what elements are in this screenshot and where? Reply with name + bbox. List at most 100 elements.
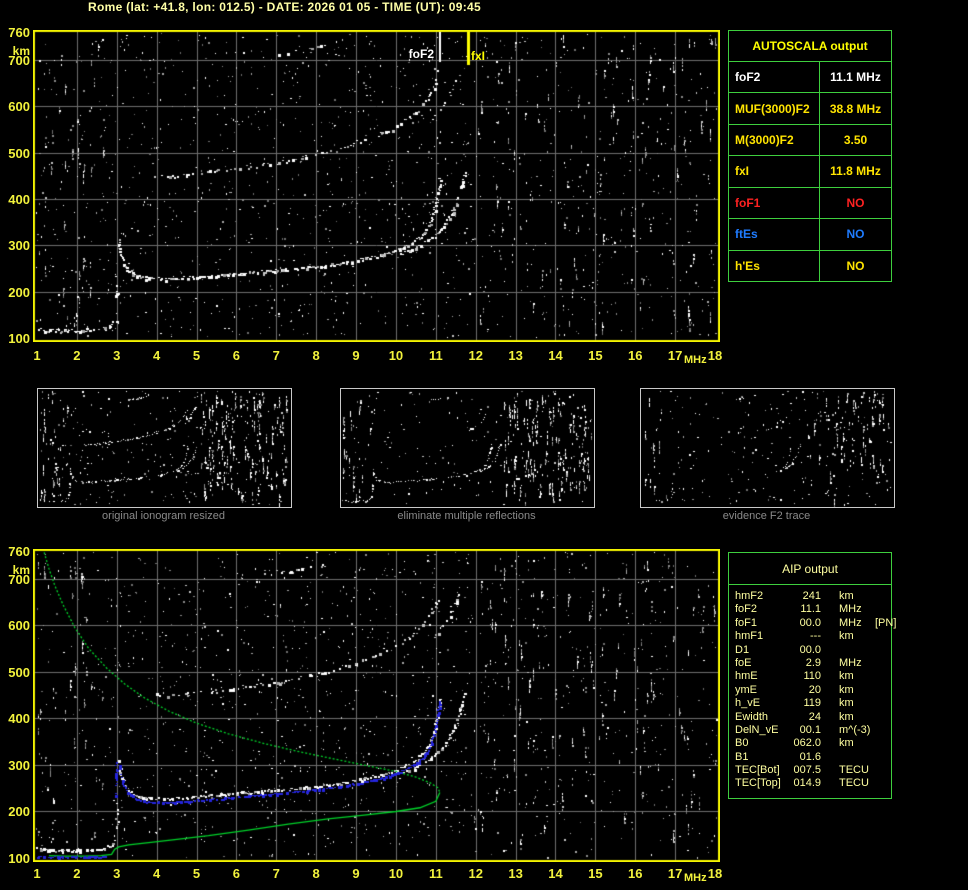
aip-label: hmF1: [735, 630, 764, 643]
row-value: NO: [846, 258, 865, 273]
page-title: Rome (lat: +41.8, lon: 012.5) - DATE: 20…: [88, 0, 481, 14]
x-tick-label: 12: [468, 348, 483, 363]
x-tick-label: 1: [33, 866, 41, 881]
row-label: foF1: [729, 187, 820, 219]
y-tick-label: 100: [8, 851, 30, 866]
table-row: ftEs NO: [729, 219, 891, 251]
x-tick-label: 14: [548, 348, 563, 363]
x-tick-label: 9: [352, 348, 360, 363]
bottom-ionogram-canvas: [33, 549, 720, 862]
y-tick-label: 700: [8, 52, 30, 68]
aip-unit: TECU: [839, 777, 869, 790]
aip-label: foF1: [735, 616, 758, 629]
row-value: NO: [846, 195, 865, 210]
top-ionogram-plot: [33, 30, 720, 342]
aip-label: Ewidth: [735, 710, 769, 723]
y-tick-label: 600: [8, 99, 30, 115]
row-label: MUF(3000)F2: [729, 93, 820, 124]
aip-extra: [PN]: [875, 616, 897, 629]
x-tick-label: 16: [628, 866, 643, 881]
row-label: M(3000)F2: [729, 124, 820, 156]
fxi-marker-label: fxI: [471, 49, 486, 63]
aip-label: foE: [735, 656, 752, 669]
y-tick-label: 400: [8, 191, 30, 207]
aip-unit: MHz: [839, 656, 862, 669]
x-tick-label: 6: [232, 866, 241, 881]
aip-value: 00.1: [799, 723, 821, 736]
aip-unit: km: [839, 697, 854, 710]
aip-label: TEC[Bot]: [735, 764, 780, 777]
aip-row: foE 2.9 MHz: [735, 657, 891, 670]
y-tick-label: 500: [8, 664, 30, 680]
aip-label: B0: [735, 737, 749, 750]
aip-value: 2.9: [805, 656, 821, 669]
aip-unit: km: [839, 683, 854, 696]
x-tick-label: 10: [388, 866, 404, 881]
y-tick-label: 400: [8, 711, 30, 727]
x-tick-label: 13: [508, 866, 523, 881]
x-tick-label: 3: [113, 348, 121, 363]
y-tick-label: 600: [8, 618, 30, 634]
x-tick-label: 15: [588, 348, 603, 363]
aip-value: 110: [803, 670, 821, 683]
row-label: foF2: [729, 62, 820, 93]
aip-row: TEC[Bot] 007.5 TECU: [735, 764, 891, 777]
x-tick-label: 5: [192, 348, 201, 363]
aip-value: 007.5: [793, 764, 821, 777]
row-value: 11.1 MHz: [830, 70, 881, 85]
aip-row: h_vE 119 km: [735, 697, 891, 710]
aip-label: hmE: [735, 670, 758, 683]
aip-row: ymE 20 km: [735, 684, 891, 697]
autoscala-output-table: AUTOSCALA output foF2 11.1 MHz MUF(3000)F2 3…: [728, 30, 892, 282]
aip-label: DelN_vE: [735, 723, 779, 736]
x-tick-label: 11: [428, 866, 443, 881]
aip-unit: MHz: [839, 603, 862, 616]
x-tick-label: 11: [428, 348, 443, 363]
x-tick-label: 2: [73, 348, 81, 363]
x-tick-label: 4: [153, 348, 161, 363]
aip-value: 20: [808, 683, 821, 696]
row-label: h'Es: [729, 250, 820, 281]
aip-unit: TECU: [839, 764, 869, 777]
table-row: foF1 NO: [729, 187, 891, 220]
x-tick-label: 5: [192, 866, 201, 881]
aip-row: hmE 110 km: [735, 670, 891, 683]
bottom-ionogram-plot: [33, 549, 720, 862]
y-tick-label: 700: [8, 571, 30, 587]
table-row: h'Es NO: [729, 250, 891, 281]
aip-row: hmF2 241 km: [735, 590, 891, 603]
x-tick-label: 1: [33, 348, 41, 363]
x-tick-label: 7: [272, 348, 280, 363]
thumbnail-original-ionogram: [37, 388, 292, 508]
x-tick-label: 7: [272, 866, 280, 881]
row-label: ftEs: [729, 219, 820, 250]
x-tick-label: 18: [707, 866, 723, 881]
aip-value: 00.0: [799, 643, 821, 656]
y-tick-label: 200: [8, 804, 30, 820]
table-row: M(3000)F2 3.50: [729, 124, 891, 157]
x-tick-label: 4: [153, 866, 161, 881]
x-tick-label: 16: [628, 348, 643, 363]
aip-label: hmF2: [735, 590, 764, 602]
row-value: NO: [846, 227, 865, 242]
aip-value: 11.1: [800, 603, 821, 616]
row-value: 38.8 MHz: [829, 101, 882, 116]
aip-row: D1 00.0: [735, 644, 891, 657]
thumbnail-caption: original ionogram resized: [102, 510, 225, 522]
aip-unit: km: [839, 710, 854, 723]
autoscala-table-header: AUTOSCALA output: [729, 31, 891, 62]
thumbnail-caption: eliminate multiple reflections: [397, 510, 536, 522]
aip-row: foF2 11.1 MHz: [735, 603, 891, 616]
x-tick-label: 13: [508, 348, 523, 363]
y-tick-label: 760: [8, 25, 30, 40]
aip-row: Ewidth 24 km: [735, 711, 891, 724]
row-value: 11.8 MHz: [830, 164, 881, 179]
aip-row: hmF1 --- km: [735, 630, 891, 643]
aip-unit: [839, 751, 873, 764]
y-tick-label: 760: [8, 544, 30, 559]
x-tick-label: 14: [548, 866, 563, 881]
y-tick-label: 200: [8, 284, 30, 300]
table-row: MUF(3000)F2 38.8 MHz: [729, 93, 891, 125]
axis-unit-km: km: [12, 563, 30, 577]
axis-unit-km: km: [12, 44, 30, 58]
